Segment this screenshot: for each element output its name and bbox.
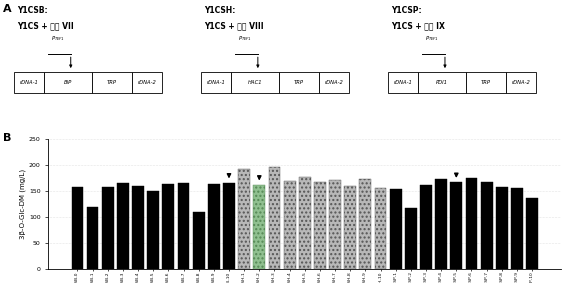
Text: TRP: TRP (481, 80, 491, 85)
Bar (299, 177, 311, 269)
FancyBboxPatch shape (319, 72, 349, 93)
Text: rDNA-2: rDNA-2 (511, 80, 531, 85)
Bar (71, 186, 83, 269)
Text: Y1CS + 模块 IX: Y1CS + 模块 IX (391, 21, 445, 30)
Bar (87, 207, 99, 269)
Text: $P_{TEF1}$: $P_{TEF1}$ (51, 34, 65, 43)
Text: BiP: BiP (64, 80, 72, 85)
Bar (481, 183, 493, 269)
Bar (314, 182, 326, 269)
Bar (284, 181, 295, 269)
Bar (526, 198, 538, 269)
Text: rDNA-1: rDNA-1 (19, 80, 39, 85)
Bar (450, 183, 462, 269)
Bar (117, 183, 129, 269)
Bar (238, 170, 250, 269)
Text: A: A (3, 4, 11, 14)
Text: rDNA-1: rDNA-1 (206, 80, 226, 85)
Bar (208, 184, 220, 269)
Text: TRP: TRP (294, 80, 304, 85)
Text: Y1CSB:: Y1CSB: (17, 6, 48, 15)
Bar (405, 209, 417, 269)
Bar (163, 184, 174, 269)
Bar (269, 167, 280, 269)
Bar (420, 185, 432, 269)
Text: Y1CS + 模块 VII: Y1CS + 模块 VII (17, 21, 74, 30)
Y-axis label: 3β-O-Glc-DM (mg/L): 3β-O-Glc-DM (mg/L) (19, 169, 26, 239)
FancyBboxPatch shape (201, 72, 231, 93)
Bar (253, 185, 265, 269)
Text: B: B (3, 133, 11, 143)
Bar (496, 186, 507, 269)
FancyBboxPatch shape (466, 72, 506, 93)
Text: $P_{TEF1}$: $P_{TEF1}$ (238, 34, 252, 43)
Bar (177, 183, 189, 269)
FancyBboxPatch shape (132, 72, 162, 93)
Bar (435, 179, 447, 269)
Text: HAC1: HAC1 (248, 80, 262, 85)
FancyBboxPatch shape (388, 72, 418, 93)
Bar (329, 180, 341, 269)
Bar (132, 186, 144, 269)
Bar (223, 183, 235, 269)
Bar (344, 186, 356, 269)
Bar (466, 178, 477, 269)
FancyBboxPatch shape (44, 72, 92, 93)
FancyBboxPatch shape (231, 72, 279, 93)
FancyBboxPatch shape (418, 72, 466, 93)
Text: rDNA-2: rDNA-2 (137, 80, 156, 85)
FancyBboxPatch shape (14, 72, 44, 93)
Text: TRP: TRP (107, 80, 117, 85)
FancyBboxPatch shape (92, 72, 132, 93)
Text: Y1CS + 模块 VIII: Y1CS + 模块 VIII (204, 21, 264, 30)
Bar (375, 188, 387, 269)
Bar (511, 188, 523, 269)
Text: PDI1: PDI1 (436, 80, 448, 85)
FancyBboxPatch shape (279, 72, 319, 93)
Text: $P_{TEF1}$: $P_{TEF1}$ (425, 34, 439, 43)
FancyBboxPatch shape (506, 72, 536, 93)
Text: Y1CSP:: Y1CSP: (391, 6, 422, 15)
Text: Y1CSH:: Y1CSH: (204, 6, 235, 15)
Bar (102, 186, 113, 269)
Text: rDNA-2: rDNA-2 (324, 80, 344, 85)
Bar (147, 191, 159, 269)
Bar (390, 189, 401, 269)
Text: rDNA-1: rDNA-1 (393, 80, 413, 85)
Bar (193, 212, 205, 269)
Bar (359, 179, 371, 269)
